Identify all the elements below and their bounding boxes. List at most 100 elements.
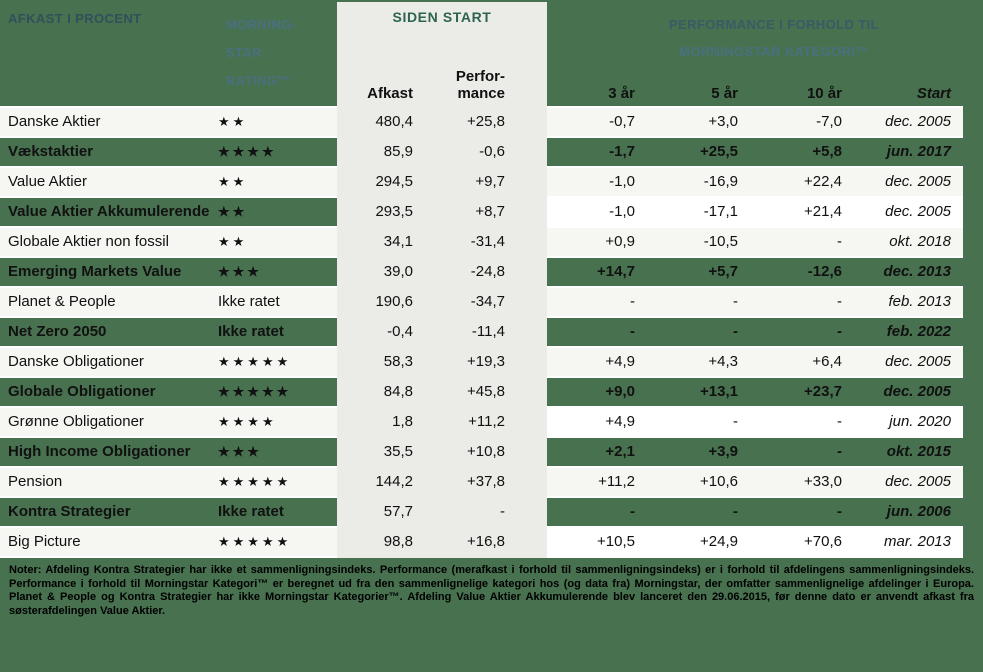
table-row: Planet & People Ikke ratet 190,6 -34,7 -… xyxy=(0,288,963,316)
morningstar-rating: Ikke ratet xyxy=(218,288,337,316)
column-title-afkast-i-procent: AFKAST I PROCENT xyxy=(8,11,142,26)
perf-3yr-value: +14,7 xyxy=(547,258,635,286)
table-row: Danske Obligationer ★★★★★ 58,3 +19,3 +4,… xyxy=(0,348,963,376)
fund-name: Value Aktier Akkumulerende xyxy=(0,198,218,226)
morningstar-rating: ★★ xyxy=(218,108,337,136)
perf-5yr-value: -10,5 xyxy=(635,228,738,256)
fund-name: Globale Aktier non fossil xyxy=(0,228,218,256)
start-date-value: dec. 2005 xyxy=(842,378,963,406)
performance-value: +8,7 xyxy=(475,203,505,220)
fund-name: Vækstaktier xyxy=(0,138,218,166)
perf-10yr-value: +33,0 xyxy=(738,468,842,496)
perf-5yr-value: -17,1 xyxy=(635,198,738,226)
fund-name: Kontra Strategier xyxy=(0,498,218,526)
rating-title-line1: MORNING- xyxy=(226,17,297,32)
morningstar-rating: ★★★ xyxy=(218,258,337,286)
perf-10yr-value: +70,6 xyxy=(738,528,842,556)
performance-value: +19,3 xyxy=(467,353,505,370)
perf-5yr-value: +3,0 xyxy=(635,108,738,136)
start-date-value: jun. 2017 xyxy=(842,138,963,166)
perf-5yr-value: +13,1 xyxy=(635,378,738,406)
morningstar-rating: ★★★★★ xyxy=(218,348,337,376)
morningstar-rating: ★★★★★ xyxy=(218,528,337,556)
perf-10yr-value: - xyxy=(738,288,842,316)
table-row: Danske Aktier ★★ 480,4 +25,8 -0,7 +3,0 -… xyxy=(0,108,963,136)
afkast-value: 58,3 xyxy=(383,353,413,370)
performance-value: -24,8 xyxy=(470,263,505,280)
afkast-value: 144,2 xyxy=(375,473,413,490)
perf-3yr-value: +9,0 xyxy=(547,378,635,406)
performance-label-line1: Perfor- xyxy=(455,68,505,85)
perf-10yr-value: +5,8 xyxy=(738,138,842,166)
morningstar-rating: ★★ xyxy=(218,168,337,196)
perf-5yr-value: +24,9 xyxy=(635,528,738,556)
fund-name: Big Picture xyxy=(0,528,218,556)
perf-3yr-value: -1,0 xyxy=(547,168,635,196)
perf-10yr-value: - xyxy=(738,498,842,526)
performance-value: -31,4 xyxy=(470,233,505,250)
fund-name: Grønne Obligationer xyxy=(0,408,218,436)
gray-filler xyxy=(505,468,547,496)
perf-3yr-value: +2,1 xyxy=(547,438,635,466)
morningstar-rating: ★★★★ xyxy=(218,138,337,166)
column-title-performance-vs-category: PERFORMANCE I FORHOLD TIL MORNINGSTAR KA… xyxy=(547,11,963,65)
table-row: High Income Obligationer ★★★ 35,5 +10,8 … xyxy=(0,438,963,466)
perf-5yr-value: +5,7 xyxy=(635,258,738,286)
gray-filler xyxy=(505,378,547,406)
afkast-value: 57,7 xyxy=(383,503,413,520)
perf-10yr-value: - xyxy=(738,318,842,346)
table-row: Pension ★★★★★ 144,2 +37,8 +11,2 +10,6 +3… xyxy=(0,468,963,496)
afkast-value: 190,6 xyxy=(375,293,413,310)
sub-header-performance: Perfor- mance xyxy=(413,68,505,102)
performance-value: +37,8 xyxy=(467,473,505,490)
perf-3yr-value: +0,9 xyxy=(547,228,635,256)
performance-value: - xyxy=(500,503,505,520)
afkast-value: 98,8 xyxy=(383,533,413,550)
table-row: Globale Obligationer ★★★★★ 84,8 +45,8 +9… xyxy=(0,378,963,406)
performance-label-line2: mance xyxy=(457,85,505,102)
perf-10yr-value: +21,4 xyxy=(738,198,842,226)
perf-3yr-value: +4,9 xyxy=(547,348,635,376)
perf-3yr-value: - xyxy=(547,288,635,316)
perf-5yr-value: +4,3 xyxy=(635,348,738,376)
sub-header-row: Afkast Perfor- mance 3 år 5 år 10 år Sta… xyxy=(0,68,963,102)
start-date-value: okt. 2018 xyxy=(842,228,963,256)
perf-5yr-value: - xyxy=(635,318,738,346)
gray-filler xyxy=(505,348,547,376)
sub-header-5yr: 5 år xyxy=(711,85,738,102)
gray-filler xyxy=(505,108,547,136)
rating-title-line3: RATING™ xyxy=(226,73,291,88)
sub-header-10yr: 10 år xyxy=(806,85,842,102)
perf-5yr-value: -16,9 xyxy=(635,168,738,196)
morningstar-rating: Ikke ratet xyxy=(218,318,337,346)
performance-value: +25,8 xyxy=(467,113,505,130)
start-date-value: dec. 2005 xyxy=(842,348,963,376)
start-date-value: feb. 2013 xyxy=(842,288,963,316)
morningstar-rating: ★★ xyxy=(218,228,337,256)
perf-10yr-value: -12,6 xyxy=(738,258,842,286)
perf-10yr-value: - xyxy=(738,228,842,256)
table-row: Kontra Strategier Ikke ratet 57,7 - - - … xyxy=(0,498,963,526)
afkast-value: 84,8 xyxy=(383,383,413,400)
morningstar-rating: ★★ xyxy=(218,198,337,226)
perf-3yr-value: -1,7 xyxy=(547,138,635,166)
morningstar-rating: ★★★★★ xyxy=(218,378,337,406)
afkast-value: 34,1 xyxy=(383,233,413,250)
gray-filler xyxy=(505,168,547,196)
start-date-value: okt. 2015 xyxy=(842,438,963,466)
table-row: Grønne Obligationer ★★★★ 1,8 +11,2 +4,9 … xyxy=(0,408,963,436)
table-header: AFKAST I PROCENT MORNING- STAR RATING™ S… xyxy=(0,0,983,106)
sub-header-afkast: Afkast xyxy=(367,85,413,102)
start-date-value: dec. 2005 xyxy=(842,168,963,196)
perf-5yr-value: +10,6 xyxy=(635,468,738,496)
start-date-value: dec. 2005 xyxy=(842,198,963,226)
perf-3yr-value: - xyxy=(547,318,635,346)
gray-filler xyxy=(505,228,547,256)
start-date-value: feb. 2022 xyxy=(842,318,963,346)
fund-name: Danske Obligationer xyxy=(0,348,218,376)
performance-value: +16,8 xyxy=(467,533,505,550)
table-row: Value Aktier Akkumulerende ★★ 293,5 +8,7… xyxy=(0,198,963,226)
afkast-value: 35,5 xyxy=(383,443,413,460)
perf-10yr-value: - xyxy=(738,408,842,436)
table-row: Net Zero 2050 Ikke ratet -0,4 -11,4 - - … xyxy=(0,318,963,346)
